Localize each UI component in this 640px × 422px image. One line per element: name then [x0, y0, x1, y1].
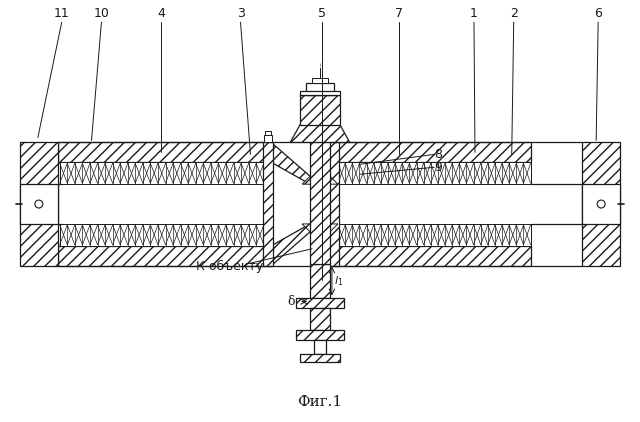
Bar [331, 143, 531, 162]
Bar [310, 264, 330, 298]
Text: δ: δ [287, 295, 295, 308]
Bar [300, 91, 340, 95]
Text: 9: 9 [435, 161, 442, 174]
Bar [300, 354, 340, 362]
Bar [310, 308, 330, 330]
Polygon shape [302, 224, 338, 232]
Bar [582, 184, 620, 224]
Bar [314, 340, 326, 354]
Text: К объекту: К объекту [196, 260, 263, 273]
Polygon shape [271, 143, 310, 184]
Bar [331, 162, 531, 184]
Bar [306, 83, 334, 95]
Bar [296, 330, 344, 340]
Bar [582, 143, 620, 265]
Polygon shape [330, 224, 331, 265]
Bar [330, 135, 338, 143]
Polygon shape [330, 143, 331, 184]
Text: 7: 7 [396, 7, 403, 20]
Text: Фиг.1: Фиг.1 [298, 395, 342, 408]
Text: $l_1$: $l_1$ [334, 274, 343, 288]
Bar [60, 224, 271, 246]
Circle shape [597, 200, 605, 208]
Polygon shape [310, 176, 330, 184]
Text: 3: 3 [237, 7, 244, 20]
Text: 4: 4 [157, 7, 165, 20]
Text: 5: 5 [318, 7, 326, 20]
Text: 6: 6 [594, 7, 602, 20]
Text: 2: 2 [510, 7, 518, 20]
Polygon shape [302, 176, 338, 184]
Text: 8: 8 [435, 148, 442, 161]
Bar [300, 95, 340, 124]
Bar [60, 162, 271, 184]
Bar [58, 143, 271, 162]
Bar [20, 143, 58, 265]
Text: 10: 10 [93, 7, 109, 20]
Text: 1: 1 [470, 7, 478, 20]
Bar [264, 143, 273, 265]
Bar [20, 184, 58, 224]
Polygon shape [310, 224, 330, 232]
Bar [310, 143, 330, 264]
Text: 11: 11 [54, 7, 70, 20]
Bar [58, 246, 271, 265]
Bar [331, 130, 337, 135]
Polygon shape [271, 224, 310, 265]
Bar [331, 246, 531, 265]
Circle shape [35, 200, 43, 208]
Polygon shape [290, 124, 350, 143]
Bar [312, 78, 328, 83]
Bar [329, 143, 339, 265]
Bar [266, 130, 271, 135]
Bar [331, 224, 531, 246]
Bar [296, 298, 344, 308]
Bar [264, 135, 272, 143]
